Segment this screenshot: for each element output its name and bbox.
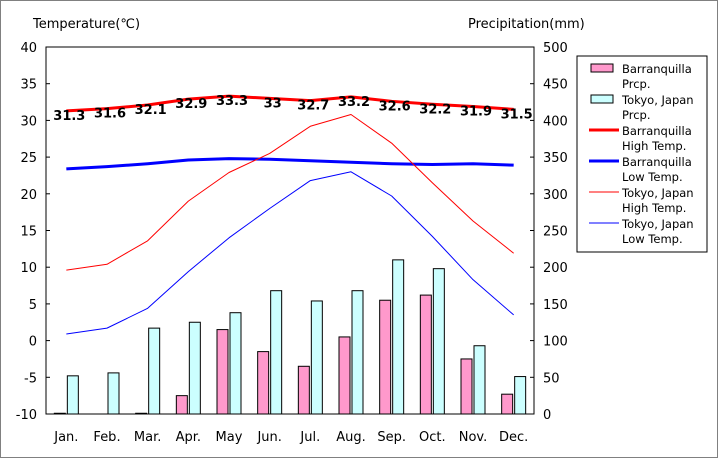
legend-label: Low Temp. xyxy=(622,232,683,246)
data-label: 33 xyxy=(264,96,282,111)
data-label: 32.7 xyxy=(297,99,329,114)
bar xyxy=(270,290,283,415)
right-tick-label: 450 xyxy=(543,78,568,93)
bar xyxy=(514,376,527,415)
right-tick-label: 300 xyxy=(543,188,568,203)
bar xyxy=(175,395,188,415)
bar xyxy=(310,300,323,415)
right-tick-label: 250 xyxy=(543,225,568,240)
series-line xyxy=(66,157,514,171)
legend-label: Low Temp. xyxy=(622,170,683,184)
bar xyxy=(216,329,229,415)
x-tick-label: Aug. xyxy=(336,430,366,445)
bar xyxy=(257,351,270,415)
legend-label: Tokyo, Japan xyxy=(621,217,694,231)
bar xyxy=(473,345,486,415)
right-tick-label: 150 xyxy=(543,298,568,313)
bar xyxy=(135,412,148,415)
data-label: 31.3 xyxy=(53,109,85,124)
bar xyxy=(432,268,445,415)
left-tick-label: 30 xyxy=(20,114,37,129)
left-tick-label: 5 xyxy=(29,298,37,313)
bar xyxy=(148,327,161,415)
legend-label: High Temp. xyxy=(622,201,686,215)
bar xyxy=(419,294,432,415)
bar xyxy=(188,321,201,415)
legend-label: Prcp. xyxy=(622,77,651,91)
x-tick-label: Mar. xyxy=(134,430,161,445)
x-tick-label: Feb. xyxy=(93,430,120,445)
left-tick-label: -10 xyxy=(16,408,37,423)
left-tick-label: -5 xyxy=(24,371,37,386)
right-tick-label: 400 xyxy=(543,114,568,129)
x-tick-label: Jul. xyxy=(299,430,320,445)
bar xyxy=(460,358,473,415)
bar xyxy=(379,299,392,415)
legend-label: Tokyo, Japan xyxy=(621,186,694,200)
legend-swatch xyxy=(590,94,614,104)
x-tick-label: Jan. xyxy=(53,430,78,445)
data-label: 31.6 xyxy=(94,107,126,122)
data-label: 32.6 xyxy=(379,99,411,114)
data-label: 33.2 xyxy=(338,95,370,110)
data-label: 31.9 xyxy=(460,104,492,119)
x-tick-label: Nov. xyxy=(459,430,488,445)
left-tick-label: 10 xyxy=(20,261,37,276)
series-line xyxy=(66,94,514,113)
x-tick-label: Sep. xyxy=(377,430,406,445)
x-tick-label: Oct. xyxy=(419,430,446,445)
bar xyxy=(501,393,514,415)
x-tick-label: Dec. xyxy=(499,430,528,445)
legend-label: Prcp. xyxy=(622,108,651,122)
data-label: 32.1 xyxy=(135,103,167,118)
left-tick-label: 0 xyxy=(29,335,37,350)
series-line xyxy=(66,114,514,271)
right-tick-label: 200 xyxy=(543,261,568,276)
bar xyxy=(338,336,351,415)
x-tick-label: May xyxy=(216,430,243,445)
left-tick-label: 20 xyxy=(20,188,37,203)
bar xyxy=(107,372,120,415)
x-tick-label: Jun. xyxy=(256,430,281,445)
left-axis-title: Temperature(℃) xyxy=(32,17,140,32)
left-tick-label: 35 xyxy=(20,78,37,93)
data-label: 32.2 xyxy=(419,102,451,117)
legend-label: High Temp. xyxy=(622,139,686,153)
bar xyxy=(297,365,310,415)
legend-label: Tokyo, Japan xyxy=(621,93,694,107)
bar xyxy=(351,290,364,415)
legend-box xyxy=(576,55,708,253)
bar xyxy=(53,412,66,415)
x-tick-label: Apr. xyxy=(176,430,201,445)
legend-label: Barranquilla xyxy=(622,124,692,138)
left-tick-label: 15 xyxy=(20,225,37,240)
data-label: 33.3 xyxy=(216,94,248,109)
bar xyxy=(392,259,405,415)
right-tick-label: 500 xyxy=(543,41,568,56)
plot-area: 4035302520151050-5-105004504003503002502… xyxy=(16,41,568,445)
data-label: 31.5 xyxy=(501,107,533,122)
bar xyxy=(66,375,79,415)
right-tick-label: 100 xyxy=(543,335,568,350)
right-tick-label: 50 xyxy=(543,371,560,386)
legend-label: Barranquilla xyxy=(622,155,692,169)
legend-label: Barranquilla xyxy=(622,62,692,76)
bar xyxy=(229,312,242,415)
legend-swatch xyxy=(590,63,614,73)
series-line xyxy=(66,171,514,335)
data-label: 32.9 xyxy=(175,97,207,112)
left-tick-label: 25 xyxy=(20,151,37,166)
right-tick-label: 350 xyxy=(543,151,568,166)
left-tick-label: 40 xyxy=(20,41,37,56)
right-tick-label: 0 xyxy=(543,408,551,423)
right-axis-title: Precipitation(mm) xyxy=(468,17,585,32)
